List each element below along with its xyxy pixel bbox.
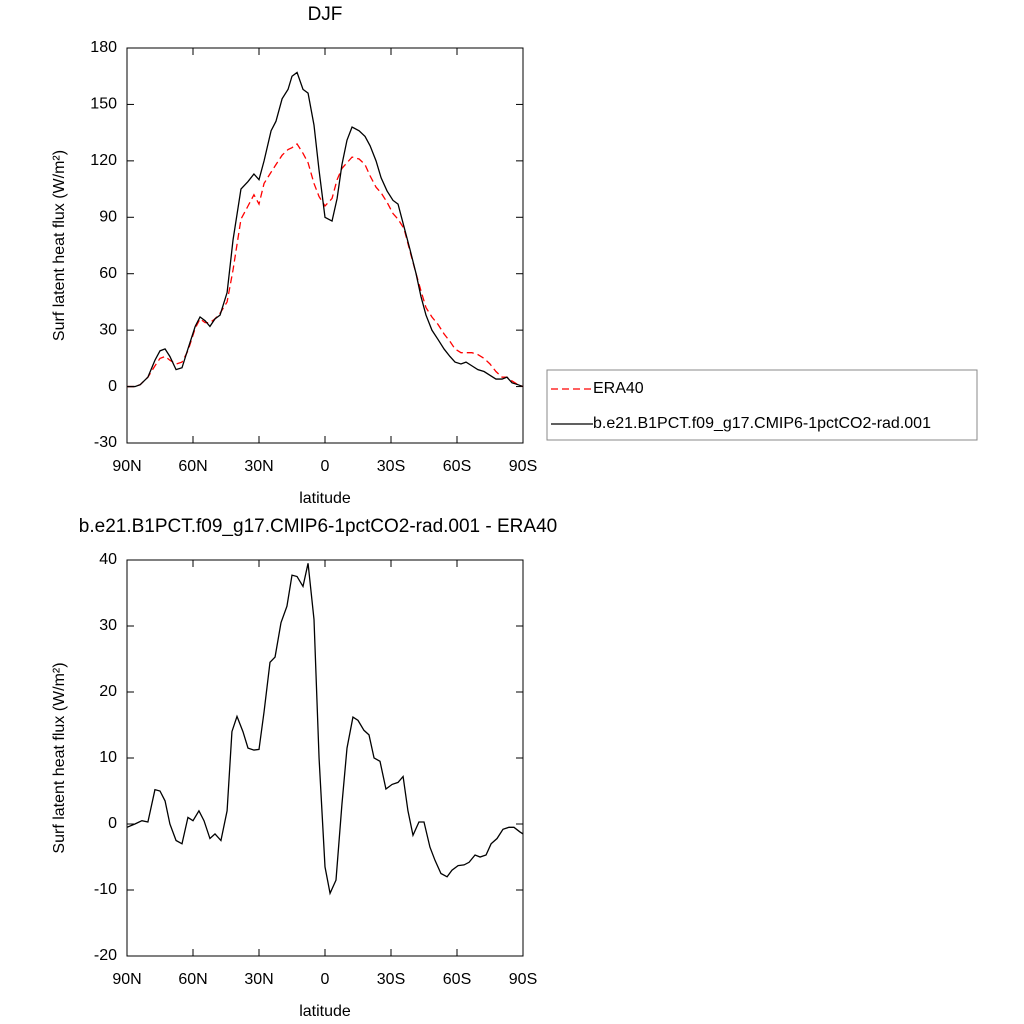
y-axis-label: Surf latent heat flux (W/m²) [51, 662, 68, 853]
legend-label: ERA40 [593, 380, 644, 397]
data-line [127, 142, 524, 388]
y-tick-label: 40 [99, 551, 117, 568]
x-tick-label: 0 [321, 971, 330, 988]
chart-title: b.e21.B1PCT.f09_g17.CMIP6-1pctCO2-rad.00… [79, 516, 557, 537]
x-tick-label: 60N [178, 458, 207, 475]
y-tick-label: 90 [99, 209, 117, 226]
x-tick-label: 60S [443, 971, 471, 988]
data-line [126, 563, 524, 896]
y-tick-label: 10 [99, 749, 117, 766]
plot-frame [126, 559, 524, 957]
y-tick-label: 0 [108, 378, 117, 395]
y-tick-label: 0 [108, 815, 117, 832]
y-tick-label: 180 [90, 39, 117, 56]
x-tick-label: 90N [112, 458, 141, 475]
x-tick-label: 90N [112, 971, 141, 988]
x-tick-label: 30N [244, 971, 273, 988]
legend-label: b.e21.B1PCT.f09_g17.CMIP6-1pctCO2-rad.00… [593, 415, 931, 432]
y-tick-label: 20 [99, 683, 117, 700]
data-line [127, 71, 524, 388]
y-tick-label: -30 [94, 434, 117, 451]
x-tick-label: 30N [244, 458, 273, 475]
x-tick-label: 90S [509, 971, 537, 988]
y-tick-label: 60 [99, 265, 117, 282]
x-tick-label: 60S [443, 458, 471, 475]
x-tick-label: 60N [178, 971, 207, 988]
y-tick-label: 120 [90, 152, 117, 169]
x-tick-label: 30S [377, 458, 405, 475]
x-axis-label: latitude [299, 490, 351, 507]
plot-frame [126, 47, 524, 444]
chart-title: DJF [308, 4, 343, 25]
y-axis-label: Surf latent heat flux (W/m²) [51, 150, 68, 341]
y-tick-label: 30 [99, 321, 117, 338]
legend-box [546, 369, 978, 441]
x-axis-label: latitude [299, 1003, 351, 1020]
x-tick-label: 30S [377, 971, 405, 988]
y-tick-label: -20 [94, 947, 117, 964]
y-tick-label: -10 [94, 881, 117, 898]
y-tick-label: 150 [90, 96, 117, 113]
x-tick-label: 90S [509, 458, 537, 475]
x-tick-label: 0 [321, 458, 330, 475]
y-tick-label: 30 [99, 617, 117, 634]
